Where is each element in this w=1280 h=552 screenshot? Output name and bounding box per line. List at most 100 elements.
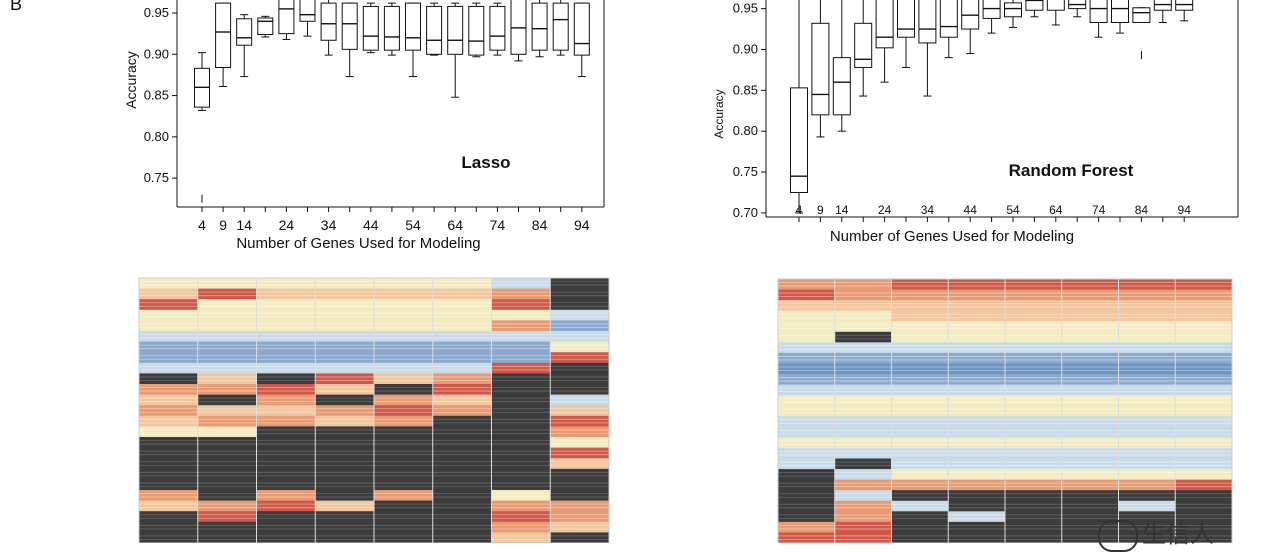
heatmap-cell (948, 416, 1005, 428)
heatmap-cell (374, 479, 433, 491)
heatmap-cell (948, 511, 1005, 523)
heatmap-cell (491, 299, 551, 311)
heatmap-cell (1061, 447, 1119, 460)
heatmap-cell (139, 405, 198, 417)
box (299, 0, 316, 22)
box (918, 0, 937, 44)
box (215, 2, 232, 68)
heatmap-cell (491, 415, 551, 427)
x-tick-label: 34 (921, 203, 935, 217)
heatmap-cell (315, 309, 374, 321)
heatmap-cell (197, 362, 257, 374)
y-tick-label: 0.80 (733, 123, 758, 138)
heatmap-cell (834, 300, 892, 312)
heatmap-cell (139, 299, 198, 311)
heatmap-cell (1175, 352, 1232, 364)
heatmap-cell (1005, 331, 1062, 343)
heatmap-cell (778, 405, 835, 417)
heatmap-cell (891, 352, 949, 364)
heatmap-cell (550, 437, 609, 449)
x-tick-label: 14 (835, 203, 849, 217)
heatmap-cell (891, 395, 949, 407)
heatmap-cell (948, 490, 1005, 502)
heatmap-cell (778, 395, 835, 407)
heatmap-cell (256, 373, 316, 385)
heatmap-cell (432, 341, 492, 353)
heatmap-cell (1005, 490, 1062, 502)
heatmap-cell (834, 500, 892, 512)
heatmap-cell (550, 384, 609, 396)
heatmap-cell (139, 309, 198, 321)
heatmap-cell (315, 341, 374, 353)
heatmap-cell (550, 500, 609, 512)
heatmap-cell (432, 278, 492, 290)
heatmap-cell (491, 479, 551, 491)
heatmap-cell (374, 437, 433, 449)
heatmap-cell (256, 447, 316, 459)
heatmap-cell (834, 289, 892, 301)
heatmap-cell (891, 479, 949, 491)
heatmap-cell (1061, 458, 1119, 470)
heatmap-cell (197, 468, 257, 480)
heatmap-cell (1061, 521, 1119, 533)
heatmap-cell (778, 479, 835, 491)
heatmap-cell (139, 341, 198, 353)
heatmap-cell (432, 468, 492, 480)
heatmap-cell (834, 458, 892, 470)
box (383, 5, 400, 51)
heatmap-cell (374, 511, 433, 523)
heatmap-cell (1118, 289, 1176, 301)
heatmap-cell (491, 521, 551, 533)
heatmap-cell (1005, 405, 1062, 417)
heatmap-cell (432, 490, 492, 502)
heatmap-cell (374, 521, 433, 533)
heatmap-cell (139, 288, 198, 300)
heatmap-cell (1061, 374, 1119, 386)
heatmap-cell (891, 500, 949, 512)
heatmap-cell (891, 447, 949, 460)
heatmap-cell (1118, 395, 1176, 407)
x-tick-label: 94 (1178, 203, 1192, 217)
box (1111, 0, 1129, 23)
heatmap-cell (778, 500, 835, 512)
heatmap-cell (315, 479, 374, 491)
heatmap-cell (256, 299, 316, 311)
heatmap-cell (550, 288, 609, 300)
box (811, 22, 830, 116)
heatmap-cell (315, 447, 374, 459)
y-tick-label: 0.80 (144, 129, 169, 144)
heatmap-cell (374, 384, 433, 396)
heatmap-cell (256, 500, 316, 512)
heatmap-cell (256, 278, 316, 290)
heatmap-cell (550, 362, 609, 374)
heatmap-cell (491, 309, 551, 321)
heatmap-cell (139, 384, 198, 396)
heatmap-cell (197, 341, 257, 353)
heatmap-cell (1005, 426, 1062, 438)
heatmap-cell (197, 521, 257, 533)
heatmap-cell (1175, 310, 1232, 322)
heatmap-cell (432, 458, 492, 470)
heatmap-cell (432, 500, 492, 512)
heatmap-cell (891, 532, 949, 543)
heatmap-cell (197, 437, 257, 449)
x-tick-label: 74 (1092, 203, 1106, 217)
heatmap-cell (1061, 300, 1119, 312)
heatmap-cell (197, 426, 257, 438)
heatmap-cell (197, 352, 257, 364)
heatmap-cell (948, 342, 1005, 354)
heatmap-cell (778, 342, 835, 354)
heatmap-cell (374, 394, 433, 406)
heatmap-cell (256, 521, 316, 533)
heatmap-cell (834, 416, 892, 428)
heatmap-cell (139, 458, 198, 470)
heatmap-cell (491, 320, 551, 332)
heatmap-cell (891, 279, 949, 291)
heatmap-cell (1118, 310, 1176, 322)
heatmap-cell (834, 310, 892, 322)
heatmap-cell (778, 469, 835, 481)
heatmap-cell (778, 352, 835, 364)
heatmap-cell (315, 458, 374, 470)
heatmap-cell (139, 437, 198, 449)
heatmap-cell (139, 479, 198, 491)
